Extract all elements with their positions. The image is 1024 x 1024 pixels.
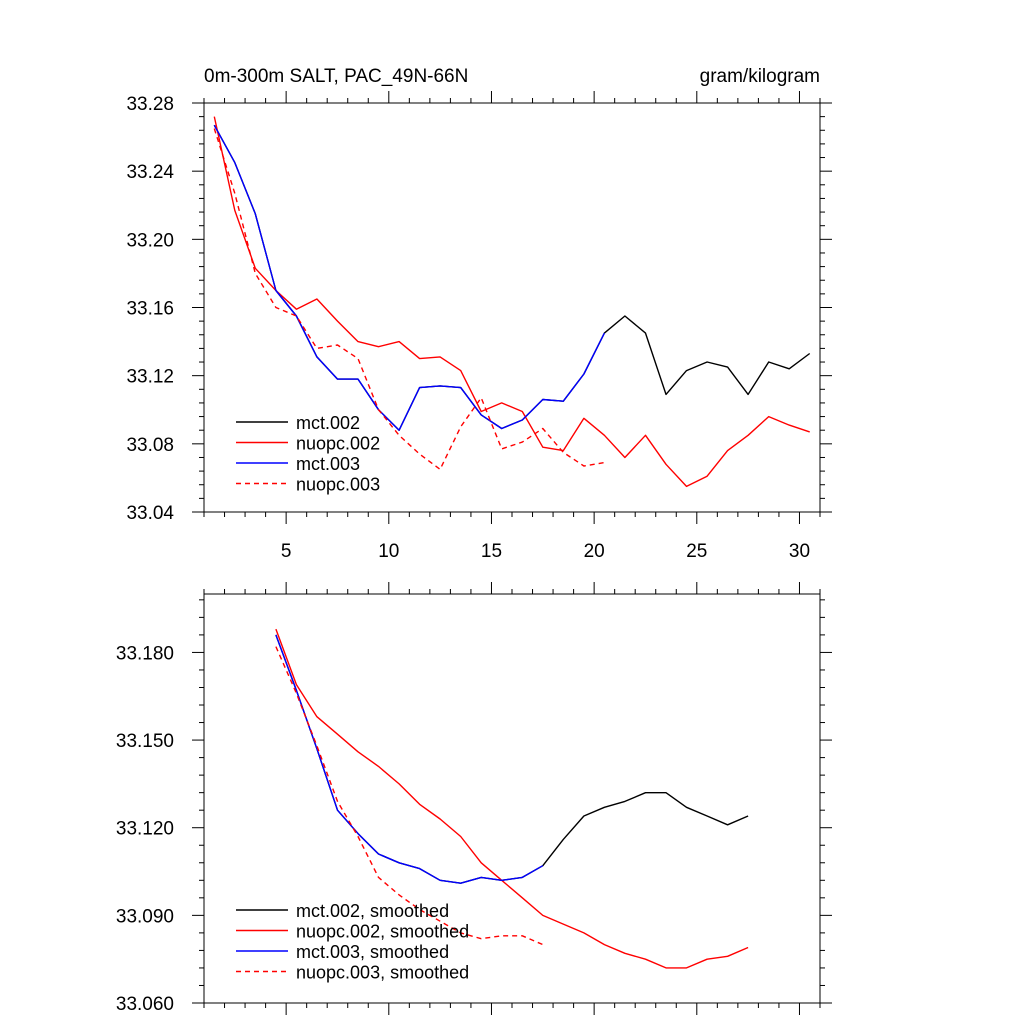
y-tick-label: 33.04	[126, 503, 174, 524]
series-line-mct-002-smoothed	[275, 634, 749, 884]
series-line-nuopc-002-smoothed	[275, 628, 749, 969]
series-line-nuopc-003	[213, 128, 605, 471]
series-line-nuopc-002	[213, 116, 810, 488]
y-tick-label: 33.180	[116, 643, 174, 664]
bottom-panel: 33.060 33.090 33.120 33.150 33.180 mct.002, s…	[116, 582, 832, 1015]
series-line-nuopc-003-smoothed	[275, 646, 544, 946]
y-tick-label: 33.150	[116, 731, 174, 752]
x-tick-label: 10	[378, 541, 399, 562]
legend-label: nuopc.003	[296, 475, 380, 495]
top-title-left: 0m-300m SALT, PAC_49N-66N	[204, 66, 468, 87]
y-tick-label: 33.12	[126, 367, 174, 388]
y-tick-label: 33.090	[116, 906, 174, 927]
x-tick-label: 15	[481, 541, 502, 562]
legend-label: mct.002	[296, 413, 360, 433]
x-tick-label: 25	[686, 541, 707, 562]
y-tick-label: 33.120	[116, 819, 174, 840]
legend-label: nuopc.002	[296, 434, 380, 454]
y-tick-label: 33.24	[126, 162, 174, 183]
legend-label: mct.002, smoothed	[296, 901, 449, 921]
series-line-mct-003-smoothed	[275, 634, 544, 884]
top-panel: 0m-300m SALT, PAC_49N-66N gram/kilogram …	[126, 66, 832, 562]
x-tick-label: 30	[789, 541, 810, 562]
series-line-mct-003	[213, 124, 606, 431]
y-tick-label: 33.16	[126, 299, 174, 320]
x-tick-label: 20	[584, 541, 605, 562]
legend-label: mct.003	[296, 454, 360, 474]
legend-label: nuopc.002, smoothed	[296, 922, 469, 942]
legend-label: mct.003, smoothed	[296, 942, 449, 962]
y-tick-label: 33.28	[126, 94, 174, 115]
y-tick-label: 33.060	[116, 994, 174, 1015]
y-tick-label: 33.20	[126, 230, 174, 251]
x-tick-label: 5	[281, 541, 292, 562]
y-tick-label: 33.08	[126, 435, 174, 456]
top-title-units: gram/kilogram	[700, 66, 820, 87]
series-line-mct-002	[213, 124, 811, 431]
legend-label: nuopc.003, smoothed	[296, 963, 469, 983]
